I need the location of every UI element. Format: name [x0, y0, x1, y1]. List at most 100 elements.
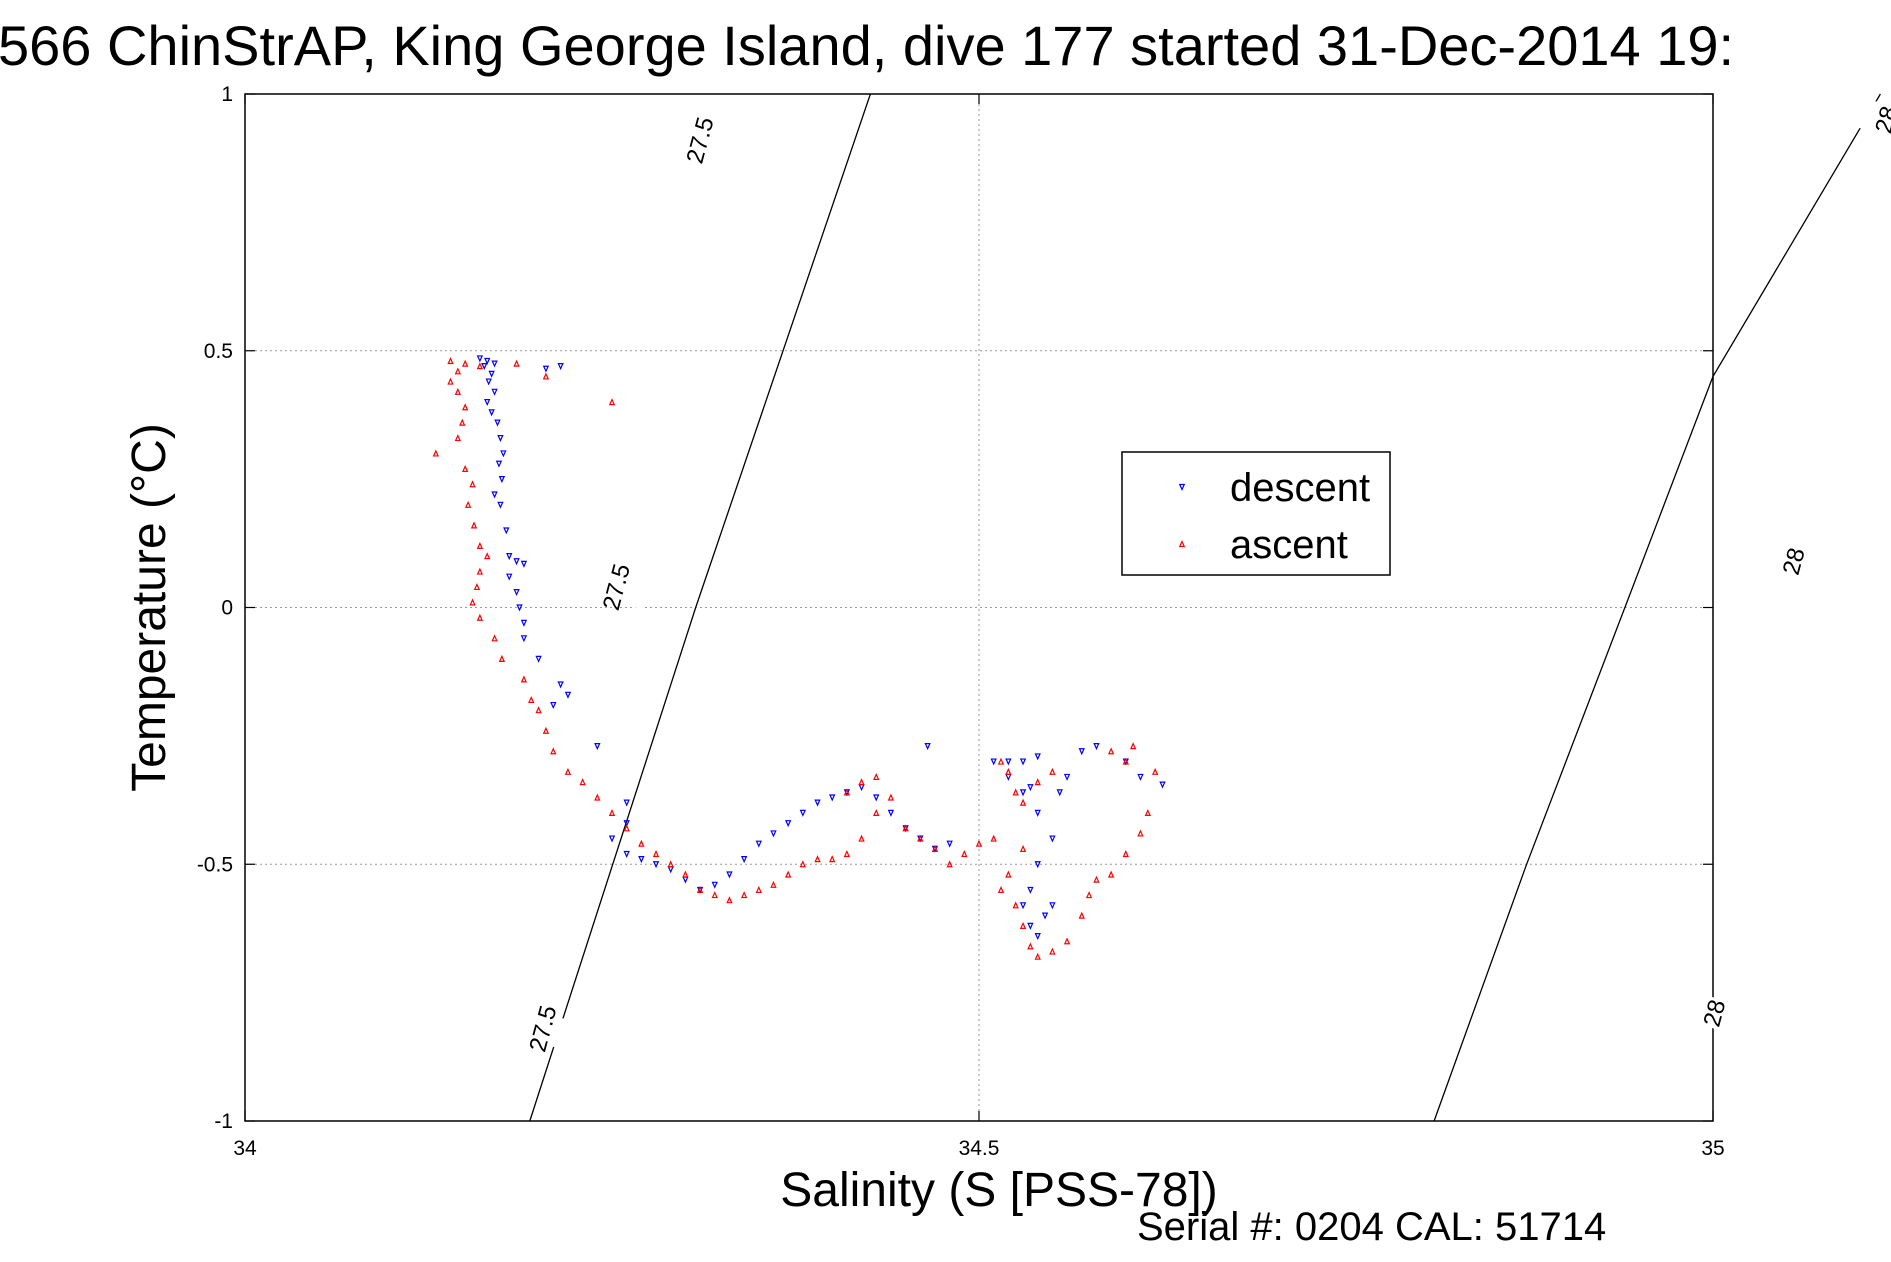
descent-point [799, 809, 807, 817]
ascent-point [682, 870, 689, 878]
descent-point [1159, 781, 1166, 789]
ascent-point [473, 582, 481, 591]
isopycnal-line [1433, 93, 1881, 1122]
descent-point [535, 655, 542, 663]
y-tick-label: 0 [221, 597, 233, 620]
ascent-point [652, 850, 660, 858]
ascent-point [470, 521, 478, 529]
descent-point [481, 363, 488, 371]
ascent-point [476, 567, 484, 575]
ascent-point [858, 778, 865, 786]
y-tick-label: -0.5 [197, 853, 233, 876]
descent-point [557, 681, 564, 689]
ascent-point [623, 824, 630, 832]
chart-title: 566 ChinStrAP, King George Island, dive … [0, 14, 1734, 77]
descent-point [784, 820, 792, 828]
descent-point [652, 861, 660, 869]
isopycnal-label-bg [583, 564, 650, 610]
descent-point [484, 399, 491, 407]
axis-ticks: 34 34.5 35 1 0.5 0 -0.5 -1 [197, 83, 1725, 1160]
descent-point [711, 881, 718, 889]
ascent-point [814, 855, 821, 863]
descent-point [1041, 912, 1049, 920]
ascent-point [1151, 767, 1159, 775]
ascent-point [459, 418, 466, 426]
ascent-point [542, 372, 550, 380]
descent-point [946, 840, 953, 848]
descent-point [638, 856, 645, 864]
ascent-point [1019, 844, 1027, 852]
descent-point [1027, 922, 1034, 930]
descent-point [484, 357, 491, 365]
y-axis-label: Temperature (°C) [123, 423, 176, 792]
descent-point [1027, 886, 1034, 894]
ascent-point [843, 850, 851, 858]
descent-point [488, 409, 495, 417]
descent-point [506, 573, 513, 581]
ascent-point [1093, 875, 1100, 883]
serial-cal-text: Serial #: 0204 CAL: 51714 [1137, 1205, 1606, 1249]
ascent-point [1034, 778, 1041, 786]
descent-point [542, 365, 550, 373]
descent-point [516, 604, 523, 612]
isopycnal-label-bg [1853, 97, 1891, 142]
ascent-point [696, 885, 704, 894]
ascent-point [931, 844, 939, 852]
descent-point [497, 501, 504, 509]
descent-point [1019, 758, 1027, 766]
ascent-point [975, 839, 983, 847]
ascent-point [887, 793, 895, 801]
ascent-point [1019, 798, 1027, 806]
descent-point [814, 799, 821, 807]
ascent-point [520, 675, 528, 683]
descent-point [623, 820, 630, 828]
isopycnal-label: 28 [1870, 103, 1891, 136]
descent-point [520, 619, 528, 627]
ascent-point [784, 870, 792, 878]
ascent-point [1005, 870, 1012, 878]
descent-point [755, 840, 762, 848]
descent-point [503, 527, 510, 535]
ascent-point [462, 464, 469, 472]
ascent-point [608, 398, 616, 406]
ascent-point [498, 654, 506, 662]
legend-items: descent ascent [1178, 466, 1370, 567]
descent-point [1034, 809, 1041, 817]
ascent-point [755, 885, 762, 894]
ascent-point [469, 480, 476, 488]
y-tick-label: 1 [221, 83, 233, 106]
ascent-point [829, 855, 836, 863]
descent-point [924, 743, 931, 751]
descent-point [873, 794, 880, 802]
ascent-point [917, 834, 924, 842]
ascent-point [462, 403, 469, 411]
grid-lines [245, 94, 1713, 1121]
ascent-point [484, 552, 491, 560]
descent-point [1063, 773, 1071, 781]
descent-point [1027, 784, 1034, 792]
descent-point [550, 701, 557, 710]
legend-marker-descent [1178, 483, 1186, 491]
ascent-point [961, 850, 968, 858]
ascent-point [476, 362, 484, 370]
descent-point [1034, 861, 1041, 869]
descent-point [488, 370, 495, 378]
descent-point [829, 794, 836, 802]
ascent-point [990, 834, 997, 842]
ascent-point [1027, 942, 1034, 950]
ascent-point [1049, 767, 1056, 775]
descent-point [1034, 933, 1041, 941]
descent-point [520, 560, 528, 568]
ascent-point [858, 834, 865, 842]
descent-point [1049, 835, 1056, 843]
descent-point [485, 378, 492, 386]
ascent-point [1122, 850, 1129, 858]
ascent-point [469, 598, 476, 606]
descent-point [1056, 789, 1063, 797]
ascent-point [711, 891, 718, 899]
descent-point [623, 850, 630, 858]
descent-point [557, 363, 564, 371]
descent-point [594, 743, 601, 751]
isopycnal-label-bg [1681, 990, 1748, 1036]
ascent-point [843, 788, 851, 796]
